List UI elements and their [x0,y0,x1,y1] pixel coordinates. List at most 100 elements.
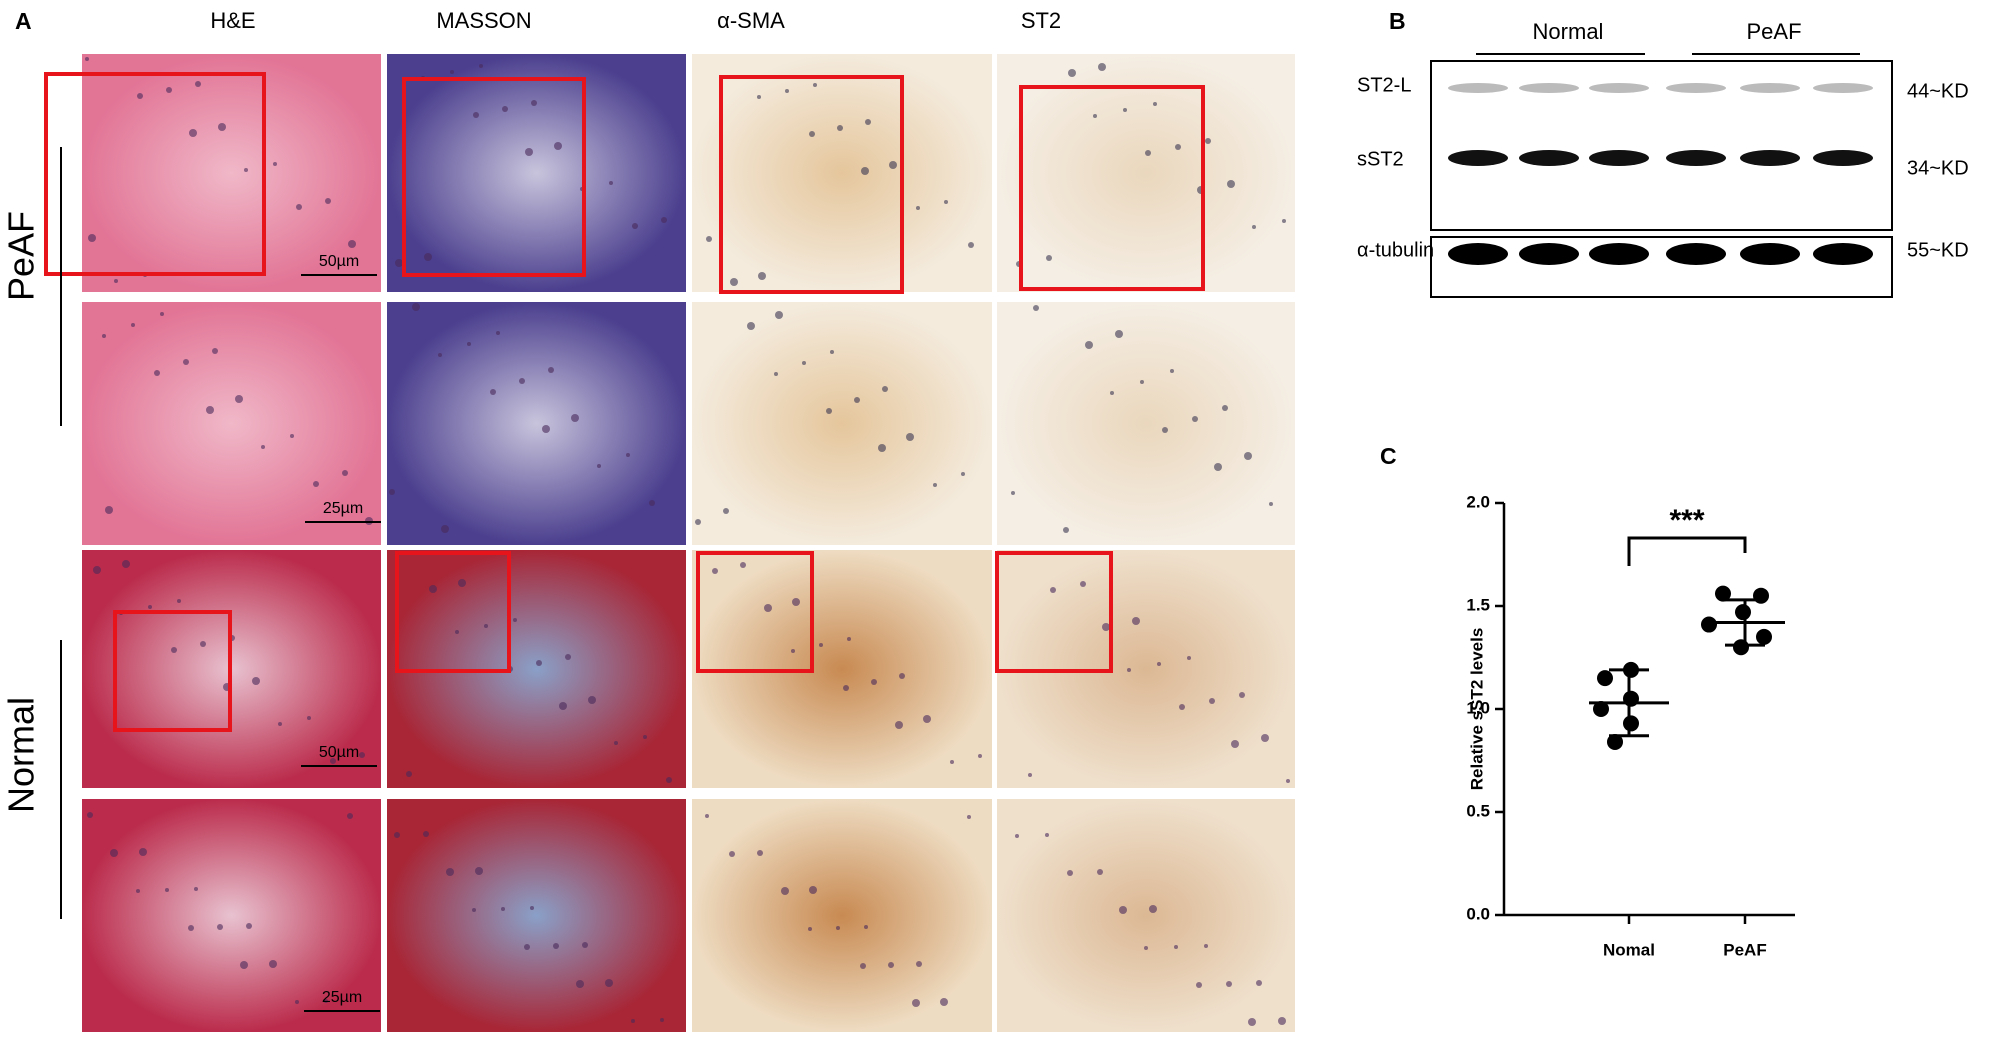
significance-bracket [1627,536,1747,566]
cell [313,481,319,487]
band [1589,83,1649,93]
cell [660,1018,664,1022]
cell [154,370,160,376]
cell [148,605,152,609]
cell [273,162,277,166]
cell [1179,704,1185,710]
cell [330,758,336,764]
cell [597,464,601,468]
cell [359,752,365,758]
cell [240,961,248,969]
cell [632,223,638,229]
cell [860,963,866,969]
cell [502,106,508,112]
cell [878,444,886,452]
band [1666,83,1726,93]
y-tick-label: 2.0 [1466,492,1490,511]
cell [830,350,834,354]
band [1519,83,1579,93]
band [1740,83,1800,93]
cell [837,125,843,131]
size-label: 44~KD [1907,80,1969,102]
cell [808,927,812,931]
histology-image [82,54,381,292]
cell [705,814,709,818]
cell [139,848,147,856]
cell [1015,834,1019,838]
cell [1144,946,1148,950]
cell [571,414,579,422]
cell [1196,982,1202,988]
zoom-box [1019,85,1205,291]
cell [252,677,260,685]
cell [307,716,311,720]
significance: *** [1669,504,1704,537]
scale-bar-label: 50µm [319,744,359,761]
data-point [1735,604,1751,621]
histology-image [387,302,686,545]
cell [1205,138,1211,144]
cell [524,944,530,950]
cell [1132,617,1140,625]
cell [819,643,823,647]
cell [467,342,471,346]
cell [347,813,353,819]
x-tick-label: Nomal [1603,940,1655,959]
cell [206,406,214,414]
cell [450,70,454,74]
cell [424,253,432,261]
cell [1050,587,1056,593]
cell [712,568,718,574]
cell [1067,870,1073,876]
cell [1192,416,1198,422]
band-label: ST2-L [1357,74,1411,96]
cell [978,754,982,758]
cell [438,353,442,357]
cell [1209,698,1215,704]
y-tick-label: 0.5 [1466,801,1490,820]
size-label: 55~KD [1907,239,1969,261]
cell [212,348,218,354]
cell [791,649,795,653]
cell [490,389,496,395]
cell [757,95,761,99]
cell [165,888,169,892]
cell [530,906,534,910]
cell [1149,905,1157,913]
cell [576,980,584,988]
cell [553,943,559,949]
zoom-box [402,77,586,277]
cell [649,500,655,506]
cell [110,849,118,857]
histology-image [692,302,992,545]
cell [1175,144,1181,150]
cell [93,566,101,574]
cell [871,679,877,685]
cell [1187,656,1191,660]
cell [325,198,331,204]
cell [723,508,729,514]
cell [888,962,894,968]
cell [1204,944,1208,948]
band [1813,243,1873,265]
x-tick-label: PeAF [1723,940,1766,959]
group-label: Normal [1533,19,1604,44]
cell [1248,1018,1256,1026]
band [1740,150,1800,166]
cell [484,624,488,628]
cell [1127,668,1131,672]
cell [1256,980,1262,986]
cell [605,979,613,987]
data-point [1623,715,1639,732]
cell [501,907,505,911]
cell [200,641,206,647]
cell [747,322,755,330]
cell [395,259,403,267]
band [1519,243,1579,265]
cell [1278,1017,1286,1025]
histology-image [387,54,686,292]
cell [114,279,118,283]
band [1666,150,1726,166]
cell [1145,150,1151,156]
